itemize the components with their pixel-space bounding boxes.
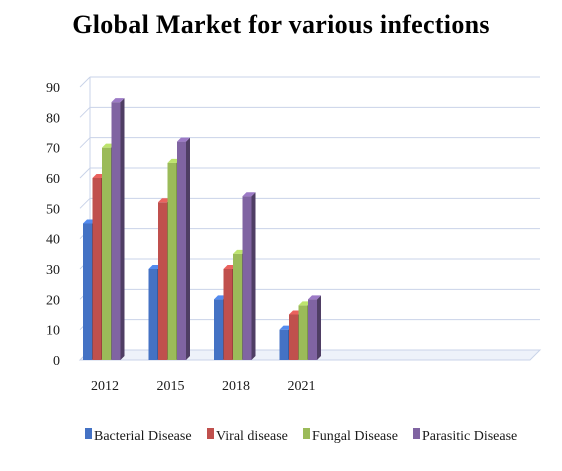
bar-front bbox=[102, 147, 111, 360]
bar-front bbox=[233, 253, 242, 360]
legend-label: Fungal Disease bbox=[312, 429, 398, 444]
bar-front bbox=[167, 162, 177, 360]
bar bbox=[308, 295, 321, 360]
y-tick-label: 80 bbox=[46, 111, 60, 126]
bar-front bbox=[308, 299, 317, 360]
y-tick-label: 60 bbox=[46, 172, 60, 187]
gridline bbox=[79, 137, 91, 149]
legend-label: Bacterial Disease bbox=[94, 429, 192, 444]
bar bbox=[111, 98, 125, 361]
bar-front bbox=[83, 223, 92, 360]
legend-item: Viral disease bbox=[207, 428, 288, 444]
bar-top bbox=[308, 295, 321, 300]
bar-side bbox=[120, 98, 125, 361]
legend-swatch bbox=[85, 428, 92, 439]
y-tick-label: 0 bbox=[53, 354, 60, 369]
y-tick-label: 30 bbox=[46, 263, 60, 278]
gridline bbox=[79, 197, 91, 209]
bar-front bbox=[223, 269, 233, 360]
y-tick-label: 40 bbox=[46, 233, 60, 248]
gridline bbox=[79, 76, 91, 88]
bar-front bbox=[111, 102, 121, 361]
y-axis: 0 10 20 30 40 50 60 70 80 90 bbox=[46, 81, 60, 369]
bar bbox=[242, 192, 256, 360]
legend-label: Parasitic Disease bbox=[422, 429, 517, 444]
legend-swatch bbox=[207, 428, 214, 439]
x-tick-label: 2021 bbox=[288, 379, 316, 394]
bar-top bbox=[242, 192, 256, 197]
legend-item: Fungal Disease bbox=[303, 428, 398, 444]
legend-swatch bbox=[413, 428, 420, 439]
bar-front bbox=[148, 269, 158, 360]
bar-front bbox=[158, 202, 167, 360]
legend-item: Parasitic Disease bbox=[413, 428, 517, 444]
y-tick-label: 50 bbox=[46, 202, 60, 217]
bar-front bbox=[214, 299, 223, 360]
x-axis: 2012 2015 2018 2021 bbox=[91, 379, 316, 394]
chart-title: Global Market for various infections bbox=[72, 10, 490, 39]
bar-top bbox=[177, 137, 190, 142]
bar-top bbox=[111, 98, 125, 103]
x-tick-label: 2018 bbox=[222, 379, 250, 394]
y-tick-label: 70 bbox=[46, 142, 60, 157]
bar-side bbox=[186, 137, 190, 360]
legend-item: Bacterial Disease bbox=[85, 428, 192, 444]
bar-front bbox=[279, 329, 289, 360]
bar bbox=[177, 137, 190, 360]
bar-side bbox=[317, 295, 321, 360]
legend-swatch bbox=[303, 428, 310, 439]
y-tick-label: 20 bbox=[46, 293, 60, 308]
bar-front bbox=[298, 305, 308, 360]
bars bbox=[83, 98, 321, 361]
bar-front bbox=[242, 196, 252, 360]
x-tick-label: 2012 bbox=[91, 379, 119, 394]
legend-label: Viral disease bbox=[216, 429, 288, 444]
y-tick-label: 10 bbox=[46, 324, 60, 339]
bar-front bbox=[177, 141, 186, 360]
bar-front bbox=[92, 178, 102, 360]
legend: Bacterial Disease Viral disease Fungal Dis… bbox=[85, 428, 517, 444]
gridline bbox=[79, 106, 91, 118]
y-tick-label: 90 bbox=[46, 81, 60, 96]
bar-front bbox=[289, 314, 298, 360]
gridline bbox=[79, 167, 91, 179]
bar-side bbox=[251, 192, 256, 360]
x-tick-label: 2015 bbox=[157, 379, 185, 394]
